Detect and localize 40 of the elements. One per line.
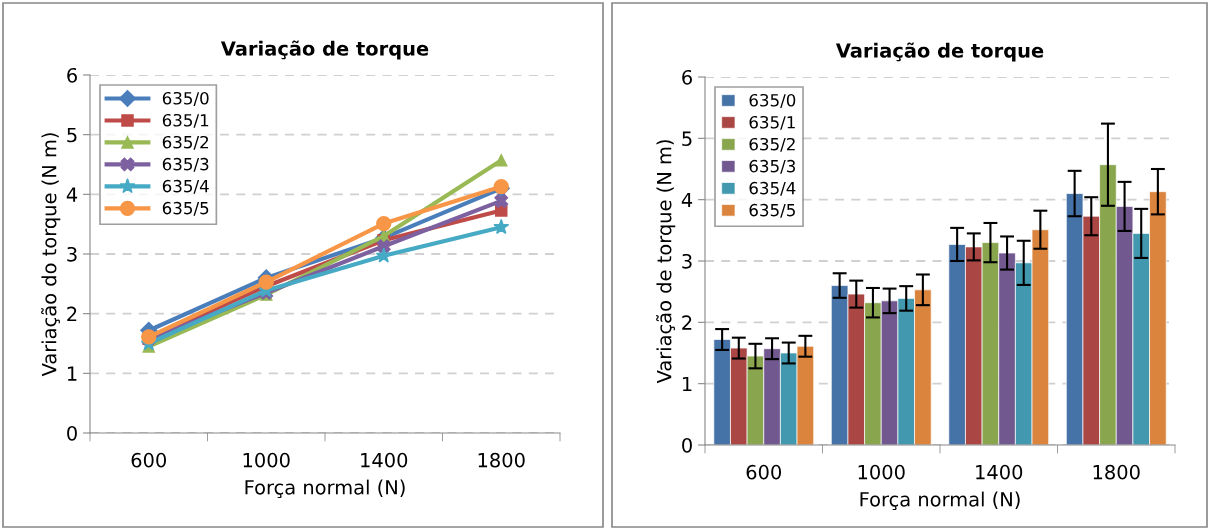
legend-label: 635/5 xyxy=(162,201,209,216)
y-tick-label: 0 xyxy=(67,425,77,441)
y-tick-label: 4 xyxy=(681,192,693,208)
chart-title: Variação de torque xyxy=(835,42,1044,62)
x-axis-title: Força normal (N) xyxy=(245,479,405,499)
legend-label: 635/4 xyxy=(749,181,796,196)
legend-label: 635/0 xyxy=(162,91,209,106)
legend-label: 635/3 xyxy=(162,157,209,172)
x-tick-label: 600 xyxy=(131,452,167,468)
legend-label: 635/5 xyxy=(749,203,795,218)
chart-title: Variação de torque xyxy=(220,40,429,60)
y-tick-label: 3 xyxy=(67,246,77,262)
legend-label: 635/4 xyxy=(162,179,209,194)
x-tick-label: 1000 xyxy=(243,452,290,468)
y-axis-title: Variação de torque (N m) xyxy=(656,140,676,384)
y-tick-label: 1 xyxy=(67,366,77,381)
legend-label: 635/1 xyxy=(162,113,209,128)
legend-label: 635/2 xyxy=(162,135,209,150)
legend-label: 635/2 xyxy=(749,137,795,152)
legend-label: 635/1 xyxy=(749,115,795,130)
legend-label: 635/0 xyxy=(749,93,796,108)
x-tick-label: 1400 xyxy=(361,452,408,468)
x-tick-label: 1000 xyxy=(858,464,905,480)
x-tick-label: 1800 xyxy=(1093,464,1140,480)
y-tick-label: 2 xyxy=(67,306,77,322)
y-tick-label: 2 xyxy=(682,315,692,330)
x-axis-title: Força normal (N) xyxy=(860,491,1020,511)
y-tick-label: 6 xyxy=(682,69,692,85)
y-tick-label: 0 xyxy=(682,437,692,453)
y-axis-title: Variação do torque (N m) xyxy=(41,133,61,377)
x-tick-label: 600 xyxy=(746,464,782,480)
y-tick-label: 1 xyxy=(682,376,692,392)
x-tick-label: 1800 xyxy=(478,452,525,468)
y-tick-label: 6 xyxy=(67,67,77,83)
y-tick-label: 4 xyxy=(66,187,78,202)
y-tick-label: 5 xyxy=(67,127,77,143)
y-tick-label: 5 xyxy=(682,131,692,146)
x-tick-label: 1400 xyxy=(976,464,1023,480)
y-tick-label: 3 xyxy=(682,253,692,269)
legend-label: 635/3 xyxy=(749,159,796,174)
